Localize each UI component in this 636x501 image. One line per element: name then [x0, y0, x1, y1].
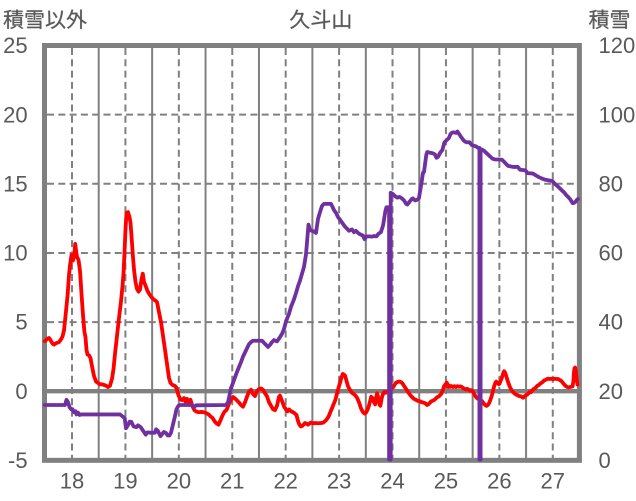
svg-text:20: 20: [3, 102, 27, 127]
svg-text:5: 5: [15, 310, 27, 335]
svg-text:18: 18: [60, 469, 84, 494]
svg-text:40: 40: [599, 310, 623, 335]
svg-text:15: 15: [3, 171, 27, 196]
svg-text:0: 0: [599, 448, 611, 473]
svg-text:23: 23: [327, 469, 351, 494]
svg-text:100: 100: [599, 102, 636, 127]
svg-text:26: 26: [487, 469, 511, 494]
svg-text:0: 0: [15, 379, 27, 404]
svg-text:120: 120: [599, 33, 636, 58]
svg-text:19: 19: [113, 469, 137, 494]
svg-text:27: 27: [541, 469, 565, 494]
svg-text:10: 10: [3, 241, 27, 266]
svg-text:22: 22: [273, 469, 297, 494]
svg-text:60: 60: [599, 241, 623, 266]
svg-text:80: 80: [599, 171, 623, 196]
svg-text:25: 25: [3, 33, 27, 58]
svg-text:20: 20: [167, 469, 191, 494]
svg-text:20: 20: [599, 379, 623, 404]
svg-text:24: 24: [380, 469, 404, 494]
svg-text:-5: -5: [8, 448, 28, 473]
svg-text:25: 25: [434, 469, 458, 494]
svg-text:21: 21: [220, 469, 244, 494]
